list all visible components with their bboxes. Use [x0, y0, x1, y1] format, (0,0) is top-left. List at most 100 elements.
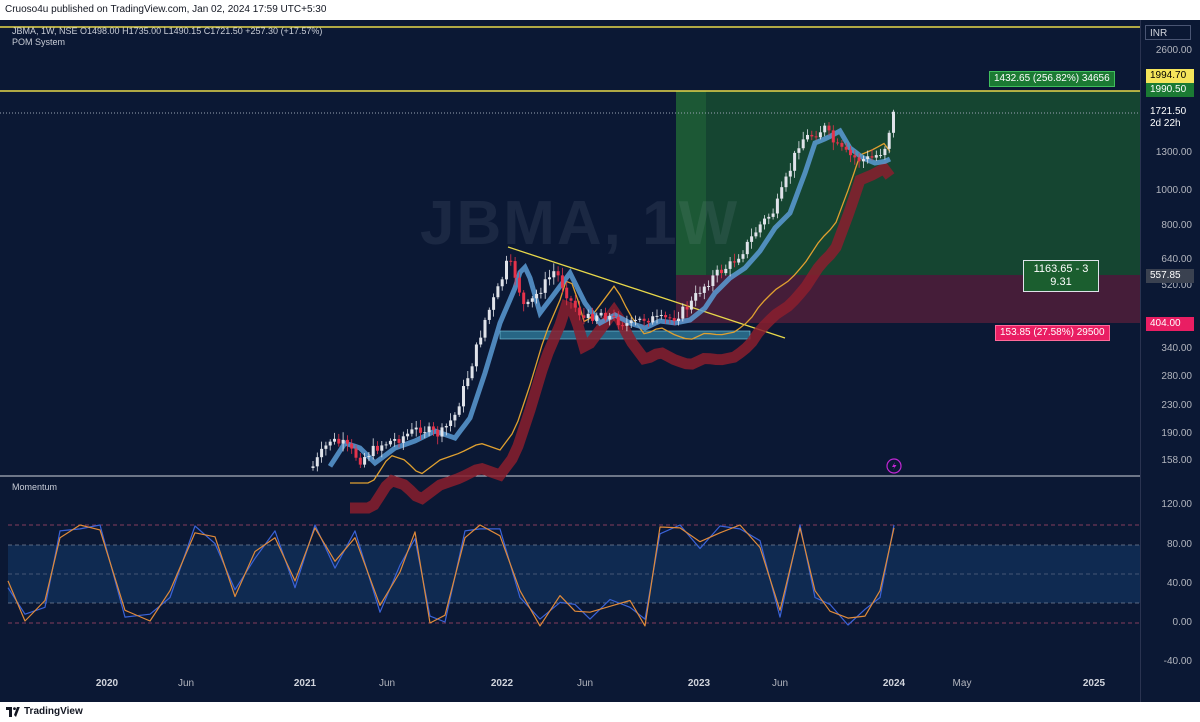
target-zone	[676, 91, 1140, 275]
last-price-value: 1721.50	[1150, 106, 1187, 117]
legend-close: C1721.50	[203, 26, 243, 36]
candle-body	[887, 132, 891, 149]
candle-body	[629, 320, 633, 324]
candle-body	[715, 269, 719, 276]
candle-body	[573, 300, 577, 308]
candle-body	[496, 286, 500, 298]
lightning-icon[interactable]	[886, 458, 902, 474]
time-tick-label: Jun	[771, 678, 789, 689]
legend-indicator[interactable]: POM System	[12, 37, 66, 47]
candle-body	[874, 155, 878, 158]
momentum-tick-label: -40.00	[1163, 656, 1192, 667]
candle-body	[333, 438, 336, 442]
ratio-line1: 1163.65 - 3	[1033, 263, 1089, 275]
price-tick-label: 230.00	[1161, 400, 1192, 411]
candle-body	[672, 317, 676, 322]
currency-button[interactable]: INR	[1145, 25, 1191, 40]
candle-body	[784, 176, 788, 188]
momentum-tick-label: 0.00	[1172, 617, 1192, 628]
target-zone-inner	[676, 91, 706, 275]
candle-body	[543, 279, 547, 293]
candle-body	[427, 426, 431, 433]
candle-body	[681, 306, 685, 319]
target-price-badge-2: 1990.50	[1146, 83, 1194, 97]
candle-body	[866, 156, 870, 160]
candle-body	[677, 318, 680, 322]
time-tick-label: 2025	[1082, 678, 1106, 689]
candle-body	[767, 216, 771, 219]
price-tick-label: 2600.00	[1155, 45, 1192, 56]
trendline[interactable]	[507, 246, 786, 339]
candle-body	[470, 366, 474, 379]
target-label-badge: 1432.65 (256.82%) 34656	[989, 71, 1115, 87]
candle-body	[694, 293, 698, 301]
candle-body	[621, 325, 625, 327]
candle-body	[526, 301, 530, 305]
momentum-tick-label: 80.00	[1166, 539, 1192, 550]
price-tick-label: 800.00	[1161, 220, 1192, 231]
candle-body	[328, 441, 332, 446]
candle-body	[737, 258, 741, 263]
candle-body	[836, 142, 840, 144]
momentum-title[interactable]: Momentum	[12, 482, 58, 492]
candle-body	[818, 132, 822, 138]
candle-body	[457, 406, 461, 415]
chart-legend[interactable]: JBMA, 1W, NSE O1498.00 H1735.00 L1490.15…	[12, 26, 322, 48]
candle-body	[702, 286, 706, 293]
candle-body	[363, 457, 367, 465]
momentum-tick-label: 40.00	[1166, 578, 1192, 589]
time-tick-label: Jun	[177, 678, 195, 689]
candle-body	[745, 241, 749, 255]
candle-body	[586, 313, 590, 318]
candle-body	[440, 427, 444, 437]
countdown: 2d 22h	[1150, 118, 1181, 129]
candle-body	[599, 312, 603, 316]
candle-body	[565, 287, 569, 299]
ratio-line2: 9.31	[1050, 276, 1072, 288]
candle-body	[453, 414, 457, 421]
candle-body	[844, 146, 848, 150]
candle-body	[711, 275, 715, 287]
price-axis-border	[1140, 20, 1141, 702]
price-tick-label: 520.00	[1161, 280, 1192, 291]
candle-body	[642, 318, 646, 321]
price-tick-label: 158.00	[1161, 455, 1192, 466]
tradingview-logo-icon	[6, 707, 20, 717]
candle-body	[724, 268, 728, 274]
candle-body	[707, 286, 711, 288]
candle-body	[341, 439, 345, 444]
candle-body	[840, 142, 844, 147]
candle-body	[625, 323, 629, 326]
candle-body	[823, 125, 827, 133]
candle-body	[320, 448, 324, 458]
candle-body	[311, 466, 315, 468]
published-text: Cruoso4u published on TradingView.com, J…	[5, 4, 327, 15]
candle-body	[397, 438, 401, 443]
candle-body	[814, 136, 818, 138]
legend-symbol[interactable]: JBMA, 1W, NSE	[12, 26, 78, 36]
candle-body	[763, 218, 766, 225]
candle-body	[436, 429, 440, 437]
candle-body	[664, 315, 668, 318]
candle-body	[337, 438, 341, 444]
time-tick-label: 2024	[882, 678, 906, 689]
candle-body	[659, 315, 663, 317]
chart-canvas[interactable]	[0, 20, 1200, 702]
candle-body	[582, 315, 586, 318]
ratio-label-badge: 1163.65 - 3 9.31	[1023, 260, 1099, 292]
candle-body	[423, 432, 427, 434]
candle-body	[685, 306, 689, 310]
candle-body	[517, 277, 521, 293]
chart-area[interactable]: JBMA, 1W JBMA, 1W, NSE O1498.00 H1735.00…	[0, 20, 1200, 702]
candle-body	[646, 320, 650, 323]
candle-body	[720, 269, 723, 274]
momentum-fast-line	[7, 524, 895, 626]
time-tick-label: 2022	[490, 678, 514, 689]
candle-body	[861, 159, 865, 162]
candle-body	[449, 420, 453, 427]
candle-body	[801, 139, 805, 149]
candle-body	[535, 293, 539, 299]
candle-body	[371, 445, 375, 457]
candle-body	[474, 344, 478, 367]
candle-body	[883, 148, 887, 156]
